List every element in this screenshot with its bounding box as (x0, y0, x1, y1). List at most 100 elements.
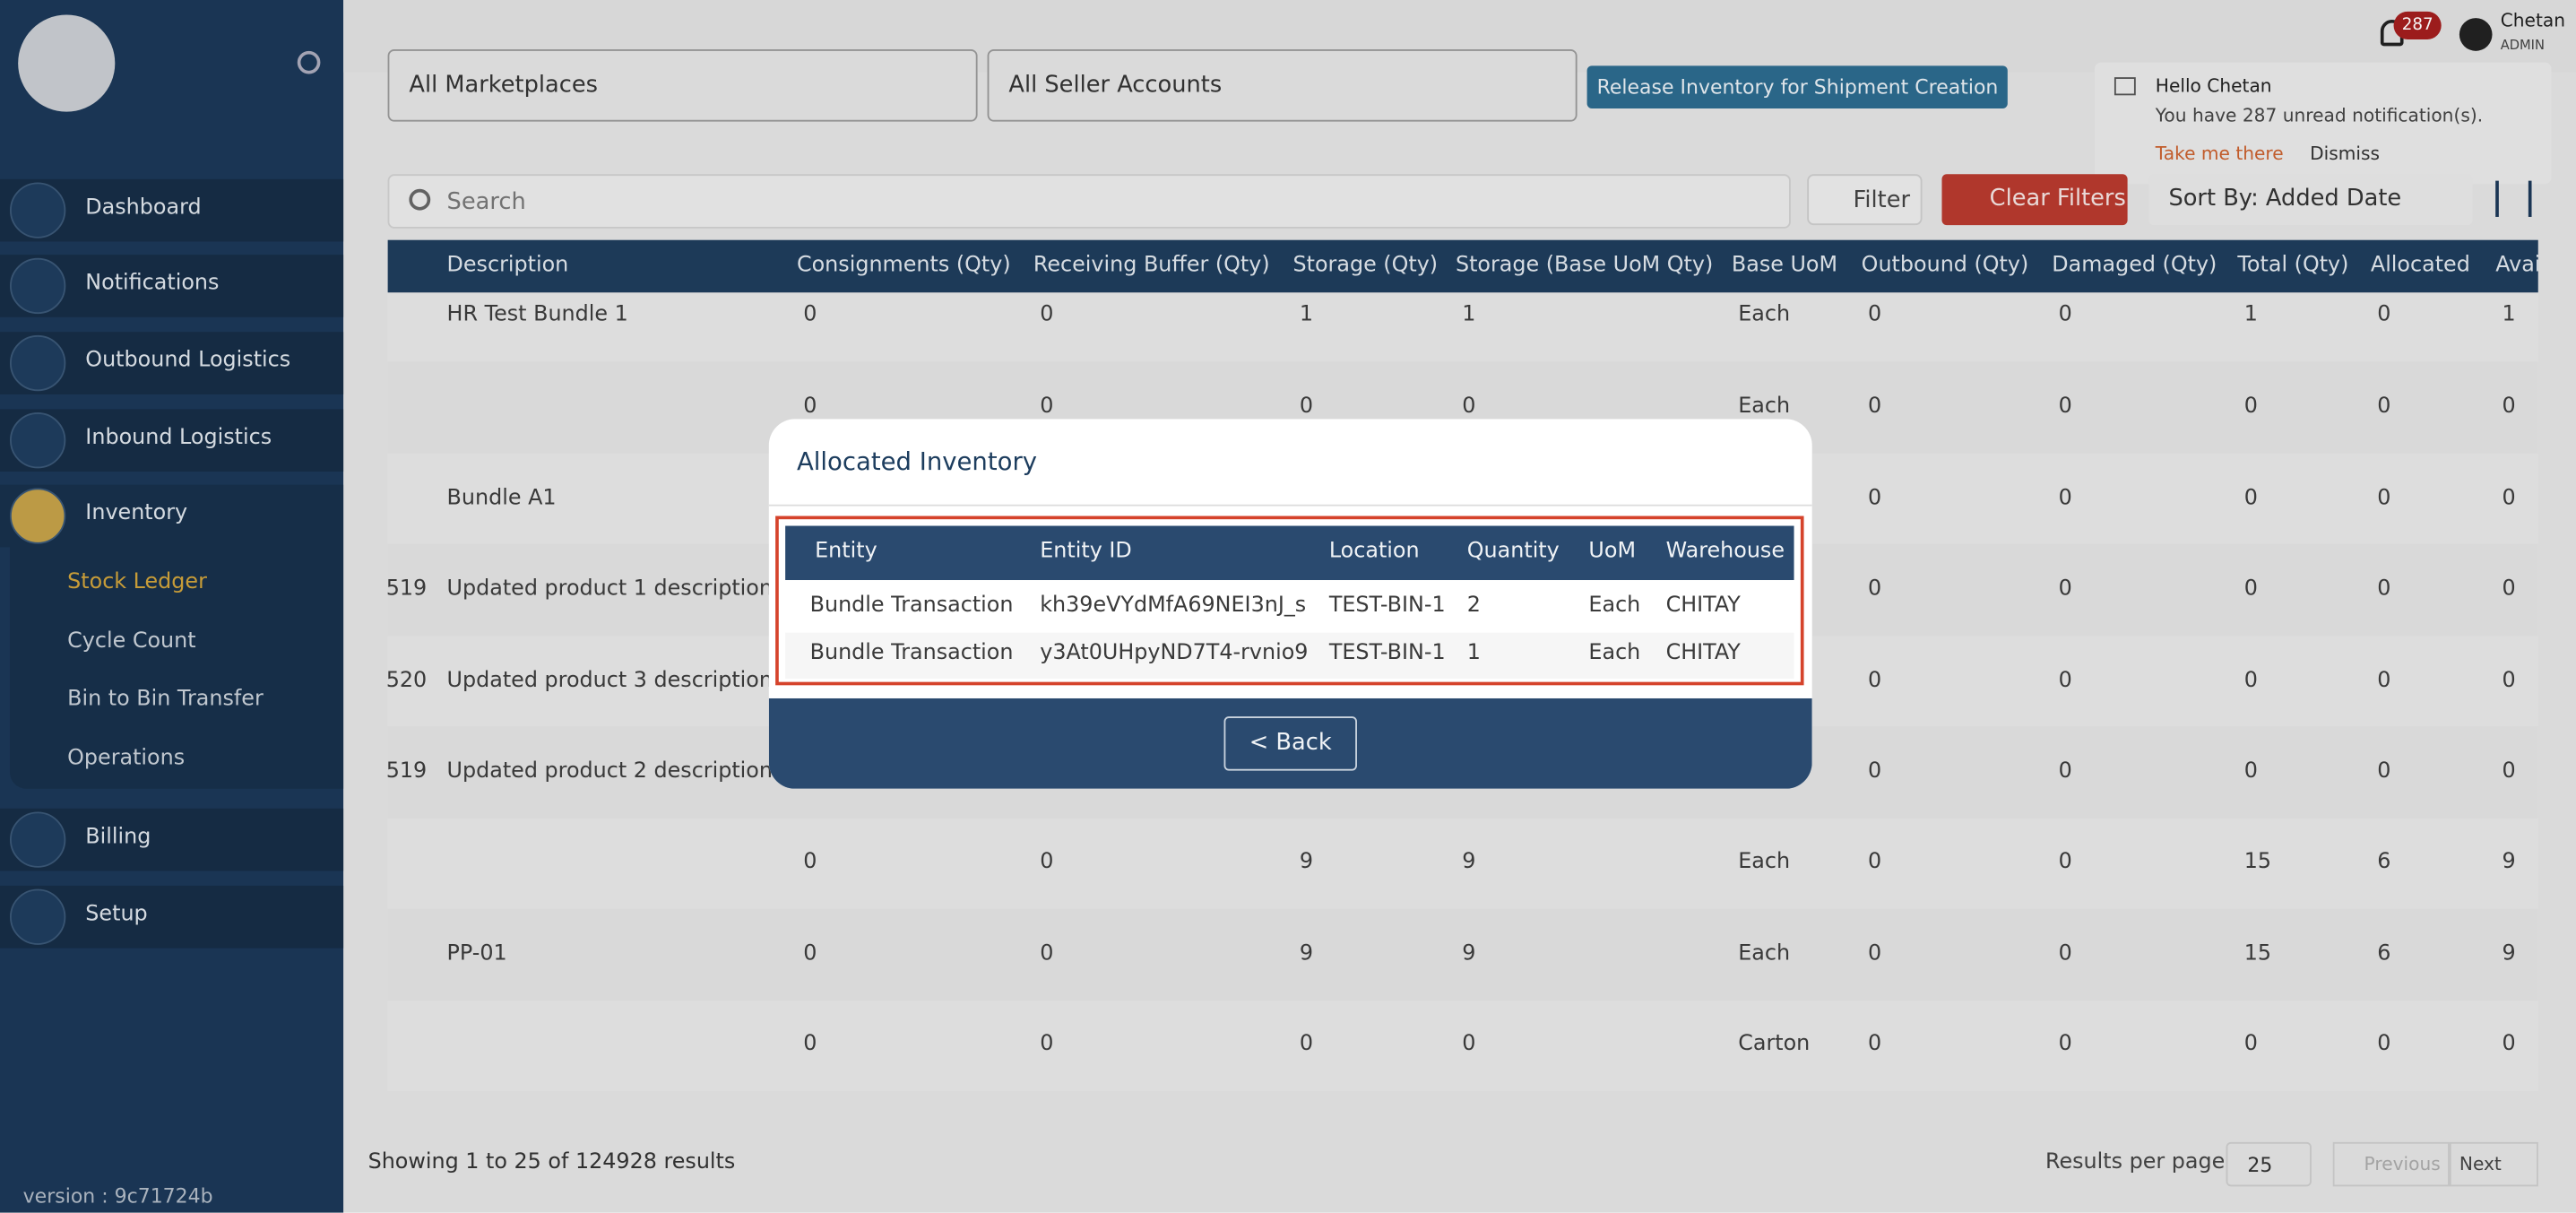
table-cell: 0 (2502, 1032, 2516, 1057)
column-header: Receiving Buffer (Qty) (1033, 253, 1270, 278)
subnav-item[interactable]: Bin to Bin Transfer (67, 687, 264, 712)
nav-item[interactable]: Billing (0, 808, 344, 871)
column-header: Storage (Qty) (1292, 253, 1439, 278)
nav-label: Setup (85, 902, 148, 927)
table-header (387, 239, 2538, 293)
nav-label: Inbound Logistics (85, 425, 272, 451)
table-cell: 0 (1040, 1032, 1054, 1057)
nav-icon (9, 488, 66, 544)
modal-column-header: UoM (1588, 539, 1637, 564)
previous-button[interactable]: Previous (2332, 1141, 2450, 1187)
table-cell: 0 (2058, 941, 2072, 966)
modal-cell: kh39eVYdMfA69NEI3nJ_s (1040, 593, 1307, 619)
modal-column-header: Location (1328, 539, 1420, 564)
per-page-select[interactable]: 25 (2226, 1141, 2312, 1187)
take-me-there[interactable]: Take me there (2155, 143, 2284, 165)
table-cell: 0 (2243, 576, 2258, 602)
nav-icon (9, 888, 66, 945)
modal-column-header: Entity ID (1040, 539, 1132, 564)
results-summary: Showing 1 to 25 of 124928 results (367, 1150, 736, 1175)
table-cell: 0 (2377, 302, 2391, 327)
table-cell: 0 (2243, 668, 2258, 694)
nav-item[interactable]: Notifications (0, 255, 344, 317)
release-button[interactable]: Release Inventory for Shipment Creation (1586, 65, 2009, 108)
column-header: Damaged (Qty) (2052, 253, 2217, 278)
subnav-item[interactable]: Cycle Count (67, 629, 196, 654)
subnav-item[interactable]: Stock Ledger (67, 570, 207, 595)
table-cell: 0 (1299, 394, 1314, 420)
dismiss[interactable]: Dismiss (2310, 143, 2380, 165)
table-cell: 0 (2377, 576, 2391, 602)
notification-popup: Hello Chetan You have 287 unread notifica… (2094, 62, 2552, 185)
table-cell: 0 (803, 302, 817, 327)
table-cell: Each (1738, 941, 1791, 966)
version: version : 9c71724b (22, 1184, 213, 1209)
modal-column-header: Quantity (1466, 539, 1560, 564)
table-cell: 0 (1868, 758, 1882, 784)
nav-label: Billing (85, 825, 151, 850)
modal-cell: Bundle Transaction (809, 640, 1014, 666)
table-cell: 0 (2377, 486, 2391, 512)
table-cell: 0 (2377, 1032, 2391, 1057)
table-cell: 519 (387, 758, 428, 784)
search-input[interactable]: Search (387, 174, 1791, 229)
nav-item[interactable]: Inventory (0, 484, 344, 548)
column-header: Total (Qty) (2237, 253, 2349, 278)
nav-item[interactable]: Dashboard (0, 178, 344, 242)
notification-title: Hello Chetan (2155, 75, 2272, 98)
table-cell: 0 (2243, 394, 2258, 420)
per-page-label: Results per page (2044, 1150, 2226, 1175)
avatar (2459, 18, 2493, 51)
table-cell: Each (1738, 849, 1791, 875)
modal-cell: TEST-BIN-1 (1328, 640, 1446, 666)
sort-select[interactable]: Sort By: Added Date (2148, 174, 2473, 226)
table-cell: 0 (2243, 1032, 2258, 1057)
table-cell: 0 (1299, 1032, 1314, 1057)
table-cell: 9 (1299, 849, 1314, 875)
modal-cell: Each (1588, 640, 1641, 666)
table-cell: 0 (2502, 486, 2516, 512)
clear-filters-button[interactable]: Clear Filters (1941, 174, 2128, 226)
nav-icon (9, 334, 66, 392)
next-button[interactable]: Next (2449, 1141, 2538, 1187)
select[interactable]: All Seller Accounts (987, 48, 1578, 122)
subnav-item[interactable]: Operations (67, 746, 186, 771)
filter-button[interactable]: Filter (1807, 174, 1923, 226)
column-header: Base UoM (1731, 253, 1838, 278)
table-cell: 9 (1462, 941, 1476, 966)
badge: 287 (2393, 11, 2442, 39)
table-cell: 9 (1299, 941, 1314, 966)
nav-label: Inventory (85, 501, 188, 526)
nav-icon (9, 257, 66, 315)
table-cell: 0 (2502, 758, 2516, 784)
settings-sliders (2495, 180, 2532, 217)
modal-table-header (785, 525, 1794, 581)
notification-message: You have 287 unread notification(s). (2155, 105, 2484, 127)
table-cell: 0 (1868, 668, 1882, 694)
table-cell: Bundle A1 (446, 486, 557, 512)
user-role: ADMIN (2500, 38, 2545, 53)
table-cell: 0 (1868, 302, 1882, 327)
select[interactable]: All Marketplaces (387, 48, 978, 122)
nav-item[interactable]: Inbound Logistics (0, 409, 344, 472)
table-cell: 0 (1040, 849, 1054, 875)
table-cell: 0 (2058, 849, 2072, 875)
table-cell: 0 (2058, 758, 2072, 784)
user-name: Chetan (2500, 9, 2566, 31)
table-cell: 0 (2502, 668, 2516, 694)
modal-cell: Each (1588, 593, 1641, 619)
column-header: Allocated (2370, 253, 2470, 278)
nav-item[interactable]: Outbound Logistics (0, 332, 344, 394)
divider (768, 504, 1812, 507)
nav-item[interactable]: Setup (0, 885, 344, 949)
table-cell: Updated product 1 description (446, 576, 774, 602)
table-cell: 0 (2058, 302, 2072, 327)
table-cell: 0 (1868, 849, 1882, 875)
table-cell: 0 (1462, 1032, 1476, 1057)
back-button[interactable]: < Back (1223, 716, 1357, 771)
table-cell: 1 (2502, 302, 2516, 327)
table-cell: 1 (2243, 302, 2258, 327)
table-cell: 0 (2058, 576, 2072, 602)
modal-column-header: Entity (815, 539, 877, 564)
table-cell: 0 (2377, 668, 2391, 694)
